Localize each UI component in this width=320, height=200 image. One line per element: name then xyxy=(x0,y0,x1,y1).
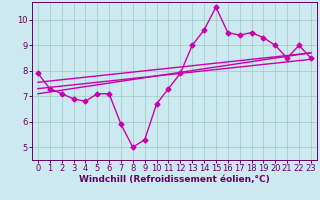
X-axis label: Windchill (Refroidissement éolien,°C): Windchill (Refroidissement éolien,°C) xyxy=(79,175,270,184)
